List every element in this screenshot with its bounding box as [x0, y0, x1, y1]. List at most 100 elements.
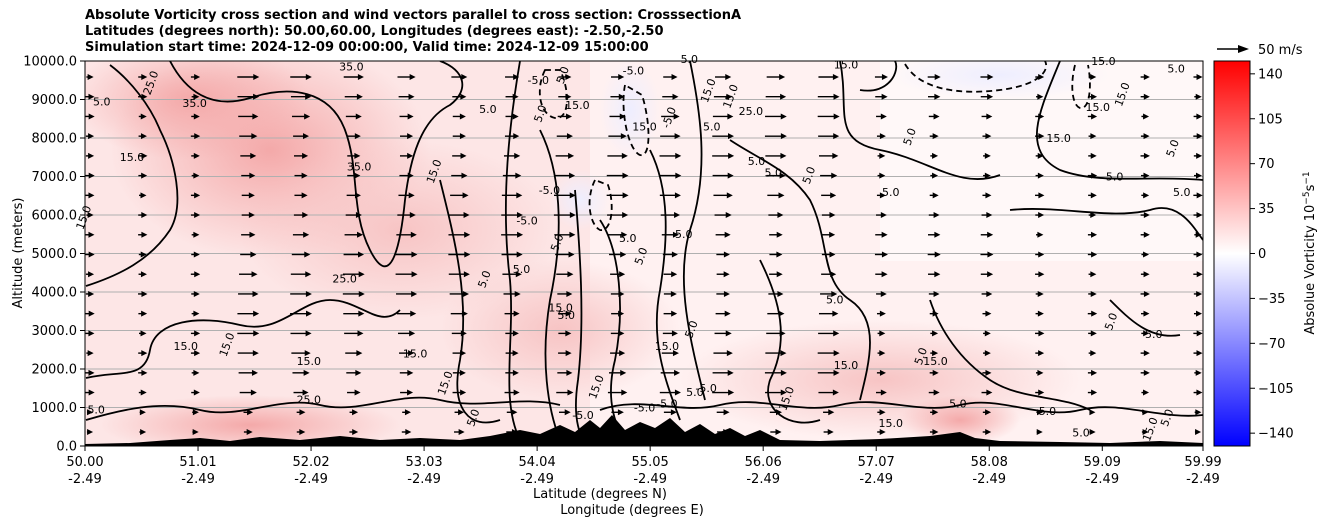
- colorbar-tick-label: 140: [1258, 67, 1283, 82]
- wind-vector-head: [252, 350, 259, 357]
- wind-vector-head: [141, 172, 148, 179]
- wind-vector-head: [672, 350, 679, 357]
- wind-vector-head: [514, 152, 521, 159]
- wind-vector-head: [407, 152, 414, 159]
- contour-label: 5.0: [1145, 328, 1163, 341]
- wind-vector-head: [621, 152, 628, 159]
- wind-vector-head: [833, 350, 840, 357]
- contour-label: 5.0: [475, 269, 493, 290]
- wind-vector-head: [1196, 172, 1203, 179]
- wind-vector-head: [1143, 172, 1150, 179]
- wind-vector-head: [459, 133, 466, 140]
- wind-vector-head: [1143, 350, 1150, 357]
- wind-vector-head: [513, 310, 520, 317]
- wind-vector-head: [304, 251, 311, 258]
- wind-vector-head: [302, 152, 309, 159]
- wind-vector-head: [620, 133, 627, 140]
- wind-vector-head: [141, 152, 148, 159]
- wind-vector-head: [1143, 113, 1150, 120]
- contour-label: 35.0: [182, 97, 207, 110]
- wind-vector-head: [193, 251, 200, 258]
- x-axis-label-latitude: Latitude (degrees N): [533, 487, 667, 502]
- wind-vector-head: [984, 172, 991, 179]
- wind-vector-head: [780, 93, 787, 100]
- contour-labels: 5.0 25.0 35.0 15.0 15.0 35.0 35.0 15.0 25.0 5.0 5.…: [74, 53, 1191, 443]
- wind-vector-head: [192, 429, 199, 435]
- wind-vector-head: [1196, 133, 1203, 140]
- contour-label: -5.0: [528, 74, 549, 87]
- wind-vector-head: [140, 192, 147, 199]
- wind-vector-head: [1091, 113, 1098, 120]
- wind-vector-head: [725, 212, 732, 219]
- contour-label: 5.0: [548, 232, 566, 253]
- wind-vector-head: [1143, 93, 1150, 100]
- wind-vector-head: [1143, 310, 1150, 317]
- wind-vector-head: [879, 133, 886, 140]
- wind-vector-head: [516, 212, 523, 219]
- wind-vector-head: [87, 74, 94, 80]
- wind-vector-head: [566, 133, 573, 140]
- wind-vector-head: [831, 290, 838, 297]
- wind-vector-head: [881, 93, 888, 100]
- wind-vector-head: [727, 172, 734, 179]
- wind-vector-head: [932, 172, 939, 179]
- terrain: [85, 415, 1203, 446]
- wind-vector-head: [358, 271, 365, 278]
- wind-vector-head: [1196, 350, 1203, 357]
- wind-vector-head: [984, 152, 991, 159]
- wind-vector-head: [355, 369, 362, 376]
- wind-vector-head: [984, 350, 991, 357]
- x-tick-label-lon: -2.49: [1186, 472, 1220, 487]
- wind-vector-head: [303, 231, 310, 238]
- wind-vector-head: [358, 310, 365, 317]
- wind-vector-head: [1038, 74, 1045, 80]
- wind-vector-head: [88, 251, 95, 258]
- x-tick-label-lat: 53.03: [405, 455, 442, 470]
- x-tick-label-lat: 54.04: [519, 455, 556, 470]
- wind-vector-head: [674, 389, 681, 396]
- wind-vector-head: [569, 192, 576, 199]
- wind-vector-head: [1090, 271, 1097, 278]
- wind-vector-head: [932, 369, 939, 376]
- contour-label: 5.0: [554, 65, 572, 86]
- contour-label: 15.0: [173, 340, 198, 353]
- wind-vector-head: [301, 172, 308, 179]
- wind-vector-head: [726, 93, 733, 100]
- wind-vector-head: [833, 330, 840, 337]
- wind-vector-head: [464, 251, 471, 258]
- y-tick-label: 3000.0: [32, 324, 78, 339]
- contour-label: 5.0: [901, 126, 919, 147]
- wind-vector-head: [194, 350, 201, 357]
- colorbar-tick-label: −70: [1258, 337, 1285, 352]
- wind-vector-head: [460, 330, 467, 337]
- wind-vector-head: [252, 113, 259, 120]
- wind-vector-head: [464, 231, 471, 238]
- wind-vector-head: [1195, 409, 1202, 416]
- contour-label: 15.0: [632, 120, 657, 133]
- x-axis-ticks: 50.00 -2.49 51.01 -2.49 52.02 -2.49 53.03 -2.49…: [66, 446, 1222, 487]
- wind-vector-head: [461, 310, 468, 317]
- wind-vector-head: [934, 271, 941, 278]
- colorbar-tick-label: 70: [1258, 157, 1275, 172]
- wind-vector-head: [248, 212, 255, 219]
- wind-vector-head: [780, 113, 787, 120]
- x-tick-label-lon: -2.49: [181, 472, 215, 487]
- wind-vector-head: [354, 192, 361, 199]
- wind-vector-head: [986, 290, 993, 297]
- wind-vector-head: [985, 133, 992, 140]
- wind-vector-head: [1038, 271, 1045, 278]
- wind-vector-head: [194, 271, 201, 278]
- wind-vector-head: [673, 113, 680, 120]
- wind-vector-head: [985, 369, 992, 376]
- x-tick-label-lat: 56.06: [745, 455, 782, 470]
- wind-vector-head: [512, 369, 519, 376]
- y-tick-label: 7000.0: [32, 170, 78, 185]
- colorbar-tick-label: −105: [1258, 382, 1294, 397]
- wind-vector-head: [879, 152, 886, 159]
- wind-vector-head: [569, 172, 576, 179]
- contour-label: 5.0: [748, 155, 766, 168]
- wind-vector-head: [932, 310, 939, 317]
- colorbar-tick-label: −140: [1258, 427, 1294, 442]
- wind-vector-head: [832, 310, 839, 317]
- contour-label: 15.0: [1046, 132, 1071, 145]
